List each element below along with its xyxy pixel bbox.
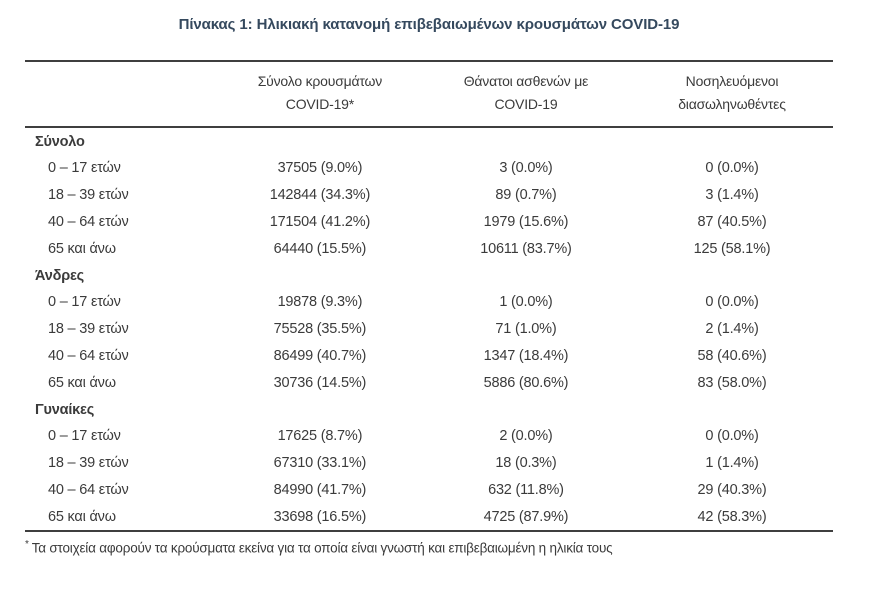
page-title: Πίνακας 1: Ηλικιακή κατανομή επιβεβαιωμέ… bbox=[178, 16, 680, 33]
header-intubated-line2: διασωληνωθέντες bbox=[678, 96, 786, 113]
age-group-label: 18 – 39 ετών bbox=[48, 321, 129, 338]
intubated-value: 1 (1.4%) bbox=[705, 455, 759, 472]
header-total-cases-line2: COVID-19* bbox=[285, 96, 355, 113]
cases-value: 30736 (14.5%) bbox=[273, 374, 367, 391]
section-men: Άνδρες bbox=[25, 262, 833, 289]
section-women: Γυναίκες bbox=[25, 396, 833, 423]
intubated-value: 3 (1.4%) bbox=[705, 187, 759, 204]
intubated-value: 42 (58.3%) bbox=[697, 508, 767, 525]
cases-value: 64440 (15.5%) bbox=[273, 240, 367, 257]
age-group-label: 40 – 64 ετών bbox=[48, 213, 129, 230]
document: Πίνακας 1: Ηλικιακή κατανομή επιβεβαιωμέ… bbox=[25, 16, 833, 556]
covid-age-distribution-table: Σύνολο κρουσμάτων COVID-19* Θάνατοι ασθε… bbox=[25, 60, 833, 533]
age-group-label: 65 και άνω bbox=[48, 374, 116, 391]
section-total: Σύνολο bbox=[25, 127, 833, 155]
header-deaths: Θάνατοι ασθενών με COVID-19 bbox=[420, 61, 631, 129]
age-group-label: 40 – 64 ετών bbox=[48, 347, 129, 364]
header-total-cases-line1: Σύνολο κρουσμάτων bbox=[257, 73, 383, 89]
cases-value: 84990 (41.7%) bbox=[273, 481, 367, 498]
header-row: Σύνολο κρουσμάτων COVID-19* Θάνατοι ασθε… bbox=[25, 61, 833, 129]
age-group-label: 40 – 64 ετών bbox=[48, 481, 129, 498]
table-row: 65 και άνω 30736 (14.5%) 5886 (80.6%) 83… bbox=[25, 369, 833, 396]
header-deaths-line1: Θάνατοι ασθενών με bbox=[463, 73, 589, 89]
intubated-value: 0 (0.0%) bbox=[705, 428, 759, 445]
deaths-value: 5886 (80.6%) bbox=[483, 374, 569, 391]
deaths-value: 1347 (18.4%) bbox=[483, 347, 569, 364]
age-group-label: 18 – 39 ετών bbox=[48, 455, 129, 472]
table-body: Σύνολο 0 – 17 ετών 37505 (9.0%) 3 (0.0%)… bbox=[25, 127, 833, 531]
header-total-cases: Σύνολο κρουσμάτων COVID-19* bbox=[218, 61, 421, 129]
cases-value: 37505 (9.0%) bbox=[277, 160, 363, 177]
deaths-value: 1979 (15.6%) bbox=[483, 213, 569, 230]
table-row: 40 – 64 ετών 84990 (41.7%) 632 (11.8%) 2… bbox=[25, 477, 833, 504]
section-men-label: Άνδρες bbox=[35, 267, 84, 284]
intubated-value: 0 (0.0%) bbox=[705, 294, 759, 311]
intubated-value: 83 (58.0%) bbox=[697, 374, 767, 391]
cases-value: 171504 (41.2%) bbox=[269, 213, 371, 230]
cases-value: 67310 (33.1%) bbox=[273, 455, 367, 472]
table-row: 65 και άνω 33698 (16.5%) 4725 (87.9%) 42… bbox=[25, 503, 833, 531]
intubated-value: 0 (0.0%) bbox=[705, 160, 759, 177]
header-empty-cell bbox=[25, 61, 219, 129]
header-deaths-line2: COVID-19 bbox=[494, 96, 558, 113]
table-row: 18 – 39 ετών 67310 (33.1%) 18 (0.3%) 1 (… bbox=[25, 450, 833, 477]
intubated-value: 125 (58.1%) bbox=[693, 240, 771, 257]
table-row: 18 – 39 ετών 75528 (35.5%) 71 (1.0%) 2 (… bbox=[25, 316, 833, 343]
deaths-value: 3 (0.0%) bbox=[499, 160, 553, 177]
footnote-text: Τα στοιχεία αφορούν τα κρούσματα εκείνα … bbox=[31, 540, 613, 556]
cases-value: 86499 (40.7%) bbox=[273, 347, 367, 364]
deaths-value: 89 (0.7%) bbox=[495, 187, 557, 204]
age-group-label: 0 – 17 ετών bbox=[48, 160, 121, 177]
age-group-label: 0 – 17 ετών bbox=[48, 294, 121, 311]
table-row: 0 – 17 ετών 37505 (9.0%) 3 (0.0%) 0 (0.0… bbox=[25, 155, 833, 182]
deaths-value: 2 (0.0%) bbox=[499, 428, 553, 445]
deaths-value: 71 (1.0%) bbox=[495, 321, 557, 338]
table-footnote: * Τα στοιχεία αφορούν τα κρούσματα εκείνα… bbox=[25, 539, 833, 556]
table-row: 40 – 64 ετών 171504 (41.2%) 1979 (15.6%)… bbox=[25, 209, 833, 236]
cases-value: 142844 (34.3%) bbox=[269, 187, 371, 204]
deaths-value: 18 (0.3%) bbox=[495, 455, 557, 472]
footnote-asterisk: * bbox=[25, 539, 29, 551]
intubated-value: 58 (40.6%) bbox=[697, 347, 767, 364]
table-row: 0 – 17 ετών 19878 (9.3%) 1 (0.0%) 0 (0.0… bbox=[25, 289, 833, 316]
intubated-value: 29 (40.3%) bbox=[697, 481, 767, 498]
age-group-label: 0 – 17 ετών bbox=[48, 428, 121, 445]
deaths-value: 10611 (83.7%) bbox=[480, 240, 572, 257]
cases-value: 19878 (9.3%) bbox=[277, 294, 363, 311]
table-row: 40 – 64 ετών 86499 (40.7%) 1347 (18.4%) … bbox=[25, 343, 833, 370]
deaths-value: 4725 (87.9%) bbox=[483, 508, 569, 525]
table-row: 65 και άνω 64440 (15.5%) 10611 (83.7%) 1… bbox=[25, 235, 833, 262]
table-header: Σύνολο κρουσμάτων COVID-19* Θάνατοι ασθε… bbox=[25, 61, 833, 129]
age-group-label: 65 και άνω bbox=[48, 240, 116, 257]
cases-value: 17625 (8.7%) bbox=[277, 428, 363, 445]
age-group-label: 65 και άνω bbox=[48, 508, 116, 525]
intubated-value: 2 (1.4%) bbox=[705, 321, 759, 338]
header-intubated: Νοσηλευόμενοι διασωληνωθέντες bbox=[630, 61, 833, 129]
section-women-label: Γυναίκες bbox=[35, 401, 95, 418]
cases-value: 75528 (35.5%) bbox=[273, 321, 367, 338]
deaths-value: 1 (0.0%) bbox=[499, 294, 553, 311]
table-row: 18 – 39 ετών 142844 (34.3%) 89 (0.7%) 3 … bbox=[25, 182, 833, 209]
section-total-label: Σύνολο bbox=[35, 133, 85, 150]
intubated-value: 87 (40.5%) bbox=[697, 213, 767, 230]
header-intubated-line1: Νοσηλευόμενοι bbox=[685, 73, 779, 89]
deaths-value: 632 (11.8%) bbox=[488, 481, 564, 498]
age-group-label: 18 – 39 ετών bbox=[48, 187, 129, 204]
table-row: 0 – 17 ετών 17625 (8.7%) 2 (0.0%) 0 (0.0… bbox=[25, 423, 833, 450]
cases-value: 33698 (16.5%) bbox=[273, 508, 367, 525]
